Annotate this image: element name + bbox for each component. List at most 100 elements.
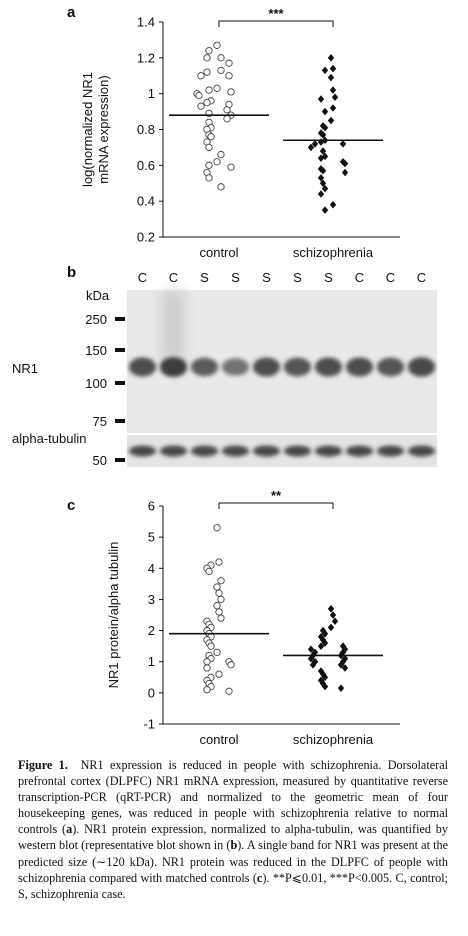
y-axis-label: NR1 protein/alpha tubulin [106, 542, 121, 689]
schizophrenia-data-point [337, 684, 345, 692]
tubulin-band [221, 445, 250, 457]
control-data-point [205, 567, 213, 576]
control-data-point [207, 642, 215, 650]
nr1-band [376, 357, 405, 377]
control-data-point [217, 66, 225, 75]
control-data-point [205, 174, 213, 182]
lane-label: C [417, 270, 426, 285]
schizophrenia-data-point [331, 93, 339, 102]
caption-ref-a: a [66, 822, 73, 837]
schizophrenia-data-point [329, 611, 337, 619]
chart-a-mrna-expression: 0.2 0.4 0.6 0.8 1 1.2 1.4 log(normalized NR1 mRN… [80, 6, 400, 260]
control-data-point [217, 595, 225, 604]
y-tick-label: 0.8 [137, 122, 155, 137]
schizophrenia-data-point [319, 166, 327, 175]
control-data-point [203, 658, 211, 666]
lane-label: C [355, 270, 364, 285]
lane-label: S [324, 270, 333, 285]
control-data-point [213, 524, 221, 532]
lane-label: S [200, 270, 209, 285]
y-axis-label: log(normalized NR1 mRNA expression) [80, 72, 111, 187]
figure-label: Figure 1. [18, 758, 68, 772]
control-data-point [203, 686, 211, 694]
x-category-label: schizophrenia [293, 245, 374, 260]
schizophrenia-data-point [329, 200, 337, 209]
schizophrenia-data-point [307, 654, 315, 663]
control-data-point [213, 583, 221, 591]
y-tick-label: 1 [148, 86, 155, 101]
significance-bracket [218, 502, 334, 509]
lane-label: S [293, 270, 302, 285]
schizophrenia-data-point [319, 670, 327, 678]
control-data-point [215, 608, 223, 616]
schizophrenia-data-point [319, 626, 327, 635]
schizophrenia-data-point [341, 654, 349, 663]
control-data-point [205, 161, 213, 169]
nr1-band [221, 358, 250, 376]
tubulin-marker-label: 50 [93, 453, 107, 468]
nr1-band-label: NR1 [12, 361, 38, 376]
tubulin-band [159, 445, 188, 457]
schizophrenia-data-point [317, 174, 325, 182]
control-data-point [225, 72, 233, 80]
size-marker-label: 250 [85, 312, 107, 327]
y-tick-label: 6 [148, 499, 155, 514]
lane-smear [161, 290, 186, 360]
control-data-point [213, 648, 221, 657]
schizophrenia-data-point [321, 66, 329, 75]
size-marker-tick [115, 317, 125, 321]
lane-label: C [138, 270, 147, 285]
tubulin-band [190, 445, 219, 457]
schizophrenia-data-point [309, 661, 317, 669]
schizophrenia-data-point [319, 131, 327, 139]
tubulin-band [345, 445, 374, 457]
control-data-point [197, 102, 205, 110]
control-data-point [203, 68, 211, 76]
control-data-point [223, 106, 231, 114]
schizophrenia-data-point [317, 138, 325, 146]
nr1-band [252, 357, 281, 377]
size-marker-label: 150 [85, 343, 107, 358]
schizophrenia-data-point [321, 682, 329, 691]
control-data-point [197, 72, 205, 80]
schizophrenia-data-point [327, 73, 335, 82]
control-data-point [217, 183, 225, 191]
schizophrenia-data-point [327, 116, 335, 125]
y-axis-label-line1: log(normalized NR1 [80, 72, 95, 187]
caption-ref-b: b [230, 838, 238, 853]
nr1-band [190, 357, 219, 377]
schizophrenia-data-point [319, 122, 327, 130]
y-tick-label: 1.4 [137, 15, 155, 30]
control-data-point [217, 150, 225, 159]
schizophrenia-data-point [339, 140, 347, 148]
control-data-point [213, 158, 221, 166]
schizophrenia-data-point [341, 664, 349, 672]
tubulin-band [407, 445, 436, 457]
control-data-point [213, 41, 221, 49]
control-data-point [217, 54, 225, 62]
schizophrenia-data-point [339, 642, 347, 650]
y-tick-label: 0.2 [137, 230, 155, 245]
schizophrenia-data-point [311, 657, 319, 666]
y-tick-label: 0.6 [137, 158, 155, 173]
control-data-point [225, 687, 233, 695]
schizophrenia-data-point [339, 657, 347, 666]
control-data-point [213, 602, 221, 610]
schizophrenia-data-point [319, 147, 327, 155]
schizophrenia-data-point [331, 617, 339, 626]
y-tick-label: 1.2 [137, 50, 155, 65]
tubulin-marker-tick [115, 458, 125, 462]
schizophrenia-data-point [321, 184, 329, 193]
y-tick-label: 4 [148, 561, 155, 576]
y-axis-label-text: NR1 protein/alpha tubulin [106, 542, 121, 689]
nr1-band [407, 357, 436, 377]
control-data-point [227, 661, 235, 669]
schizophrenia-data-point [329, 104, 337, 112]
size-marker-label: 100 [85, 376, 107, 391]
schizophrenia-data-point [327, 604, 335, 613]
control-data-point [205, 86, 213, 94]
schizophrenia-data-point [317, 190, 325, 198]
panel-a-letter: a [67, 4, 76, 21]
nr1-band [128, 357, 157, 377]
kda-label: kDa [86, 288, 110, 303]
